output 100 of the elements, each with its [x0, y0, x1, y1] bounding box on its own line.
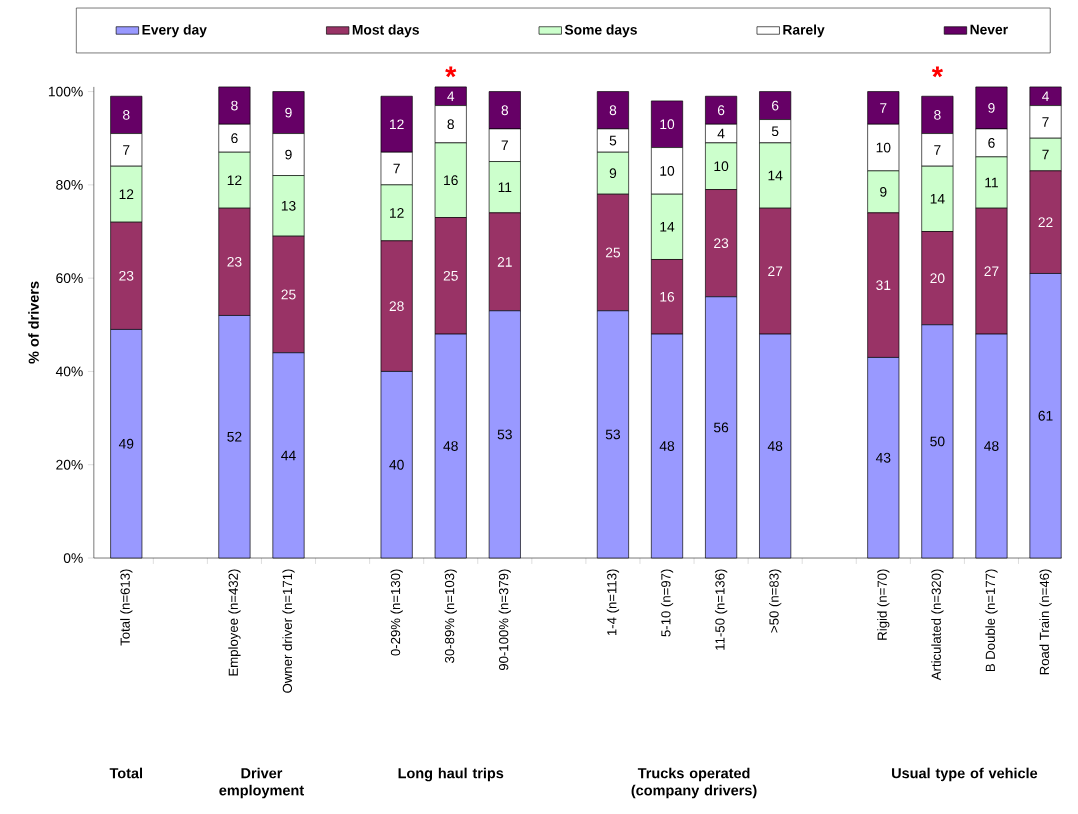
data-label: 21 [497, 257, 512, 267]
data-label: 12 [390, 119, 404, 130]
y-tick-label: 100% [48, 86, 83, 97]
data-label: 48 [767, 441, 783, 452]
data-label: 22 [1038, 217, 1053, 228]
data-label: 9 [285, 107, 292, 118]
data-label: 53 [605, 429, 621, 440]
data-label: 5 [609, 135, 617, 146]
data-label: 48 [659, 441, 675, 452]
data-label: 9 [988, 103, 995, 113]
data-label: 25 [605, 247, 621, 258]
data-label: 4 [447, 91, 455, 102]
data-label: 12 [390, 208, 404, 218]
data-label: 14 [768, 170, 783, 181]
legend-label: Some days [564, 24, 637, 38]
x-tick-label: 0-29% (n=130) [390, 569, 403, 656]
data-label: 43 [875, 452, 891, 463]
y-tick-label: 20% [56, 459, 83, 470]
data-label: 9 [285, 149, 292, 160]
data-label: 4 [1042, 91, 1049, 102]
data-label: 4 [717, 128, 725, 139]
data-label: 13 [281, 201, 296, 211]
annotation: * [445, 66, 457, 78]
data-label: 8 [123, 110, 130, 120]
y-tick-label: 0% [63, 553, 83, 564]
data-label: 16 [660, 292, 675, 302]
y-tick-label: 60% [56, 273, 83, 284]
legend-label: Most days [352, 24, 419, 38]
text: Long haul trips [398, 767, 504, 782]
x-tick-label: Total (n=613) [120, 569, 133, 646]
data-label: 27 [768, 266, 783, 277]
data-label: 11 [498, 182, 512, 193]
data-label: 10 [660, 166, 675, 176]
data-label: 5 [771, 126, 779, 137]
text: Usual type of vehicle [892, 767, 1038, 782]
data-label: 20 [930, 273, 945, 284]
data-label: 23 [227, 257, 242, 267]
x-tick-label: 30-89% (n=103) [444, 569, 457, 663]
data-label: 14 [930, 194, 945, 204]
data-label: 27 [984, 266, 999, 277]
data-label: 7 [501, 140, 508, 151]
x-tick-label: Employee (n=432) [228, 569, 241, 676]
annotation: * [931, 66, 943, 78]
data-label: 6 [772, 100, 779, 111]
x-tick-label: >50 (n=83) [769, 569, 782, 633]
data-label: 8 [447, 119, 454, 130]
data-label: 7 [880, 103, 887, 113]
data-label: 6 [988, 138, 995, 148]
data-label: 12 [227, 175, 242, 186]
data-label: 12 [119, 189, 134, 200]
x-tick-label: 90-100% (n=379) [498, 569, 511, 671]
data-label: 48 [984, 441, 999, 452]
data-label: 9 [880, 187, 887, 197]
y-tick-label: 80% [56, 180, 83, 190]
data-label: 8 [501, 105, 509, 116]
text: Trucks operated (company drivers) [631, 767, 757, 799]
data-label: 25 [281, 289, 296, 300]
legend-label: Rarely [783, 24, 825, 38]
data-label: 6 [717, 105, 725, 116]
data-label: 31 [876, 280, 891, 291]
y-tick-label: 40% [55, 366, 83, 377]
data-label: 7 [934, 145, 941, 155]
data-label: 44 [281, 450, 296, 461]
x-tick-label: 1-4 (n=113) [606, 569, 620, 636]
data-label: 48 [443, 441, 458, 452]
legend-label: Every day [142, 24, 207, 38]
legend-label: Never [970, 24, 1008, 35]
data-label: 23 [119, 271, 134, 281]
data-label: 52 [227, 431, 242, 442]
x-tick-label: 5-10 (n=97) [660, 569, 674, 637]
data-label: 40 [389, 459, 404, 470]
data-label: 7 [1042, 149, 1049, 160]
data-label: 16 [444, 175, 458, 186]
data-label: 56 [713, 422, 729, 433]
x-tick-label: Rigid (n=70) [877, 569, 890, 640]
data-label: 49 [118, 438, 134, 449]
data-label: 10 [660, 119, 675, 130]
data-label: 53 [497, 429, 512, 440]
data-label: 6 [231, 133, 238, 144]
x-tick-label: B Double (n=177) [985, 569, 998, 672]
data-label: 8 [609, 105, 617, 116]
data-label: 8 [231, 100, 238, 111]
data-label: 25 [443, 271, 458, 281]
data-label: 7 [393, 163, 400, 174]
x-tick-label: Road Train (n=46) [1039, 569, 1052, 675]
data-label: 7 [123, 145, 130, 155]
data-label: 11 [985, 177, 998, 188]
data-label: 28 [389, 301, 404, 312]
x-tick-label: Owner driver (n=171) [282, 569, 295, 693]
data-label: 9 [609, 168, 617, 179]
data-label: 10 [876, 142, 891, 153]
data-label: 50 [930, 436, 945, 447]
y-axis-title: % of drivers [28, 281, 39, 364]
text: Driver employment [219, 767, 304, 799]
data-label: 23 [714, 238, 729, 249]
data-label: 10 [714, 161, 729, 172]
data-label: 7 [1042, 117, 1049, 127]
x-tick-label: Articulated (n=320) [931, 569, 944, 681]
data-label: 14 [660, 222, 675, 232]
text: Total [109, 767, 143, 779]
